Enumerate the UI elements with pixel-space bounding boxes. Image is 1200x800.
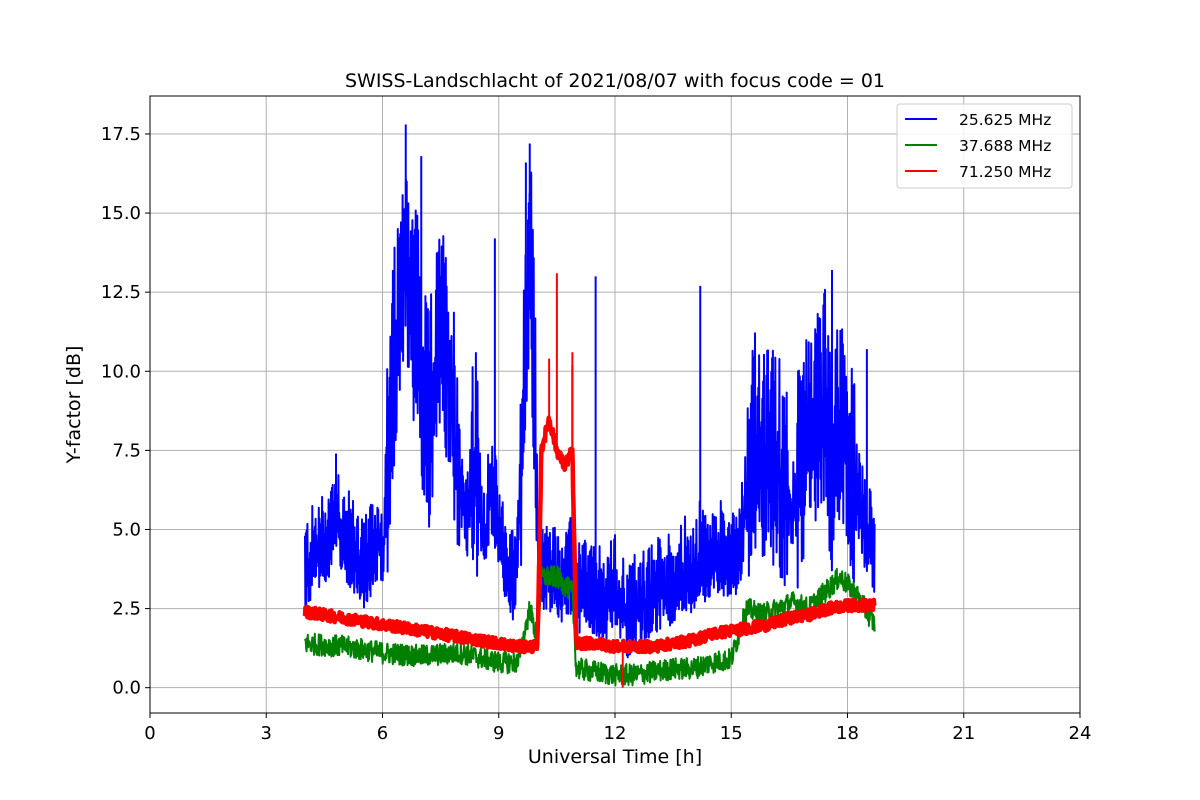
y-tick-label: 15.0 [101, 203, 141, 224]
legend-label: 37.688 MHz [959, 137, 1051, 155]
x-tick-label: 0 [144, 723, 155, 744]
series-2 [302, 273, 877, 688]
legend-box [896, 103, 1073, 189]
y-tick-label: 7.5 [112, 440, 141, 461]
y-tick-label: 2.5 [112, 599, 141, 620]
x-tick-label: 15 [720, 723, 743, 744]
y-tick-label: 5.0 [112, 519, 141, 540]
legend-label: 71.250 MHz [959, 163, 1051, 181]
y-axis-label: Y-factor [dB] [63, 346, 85, 465]
y-tick-label: 12.5 [101, 282, 141, 303]
legend-label: 25.625 MHz [959, 111, 1051, 129]
x-tick-label: 6 [377, 723, 388, 744]
series-layer [302, 124, 877, 688]
y-tick-label: 17.5 [101, 124, 141, 145]
x-axis-label: Universal Time [h] [528, 746, 702, 768]
series-line [304, 565, 876, 687]
x-tick-label: 18 [836, 723, 859, 744]
series-line [302, 415, 877, 655]
x-tick-label: 21 [952, 723, 975, 744]
x-tick-label: 24 [1069, 723, 1092, 744]
x-tick-label: 12 [604, 723, 627, 744]
y-tick-label: 10.0 [101, 361, 141, 382]
x-tick-label: 3 [261, 723, 272, 744]
series-line [304, 171, 876, 659]
y-tick-label: 0.0 [112, 678, 141, 699]
series-0 [304, 124, 876, 659]
axis-ticks: 0 3 6 9 12 15 18 21 24 0.0 2.5 5.0 7.5 10.0 12.5 15.0 17… [101, 124, 1092, 744]
legend: 25.625 MHz 37.688 MHz 71.250 MHz [896, 103, 1073, 189]
x-tick-label: 9 [493, 723, 504, 744]
series-1 [304, 565, 876, 687]
chart-title: SWISS-Landschlacht of 2021/08/07 with fo… [345, 70, 885, 92]
